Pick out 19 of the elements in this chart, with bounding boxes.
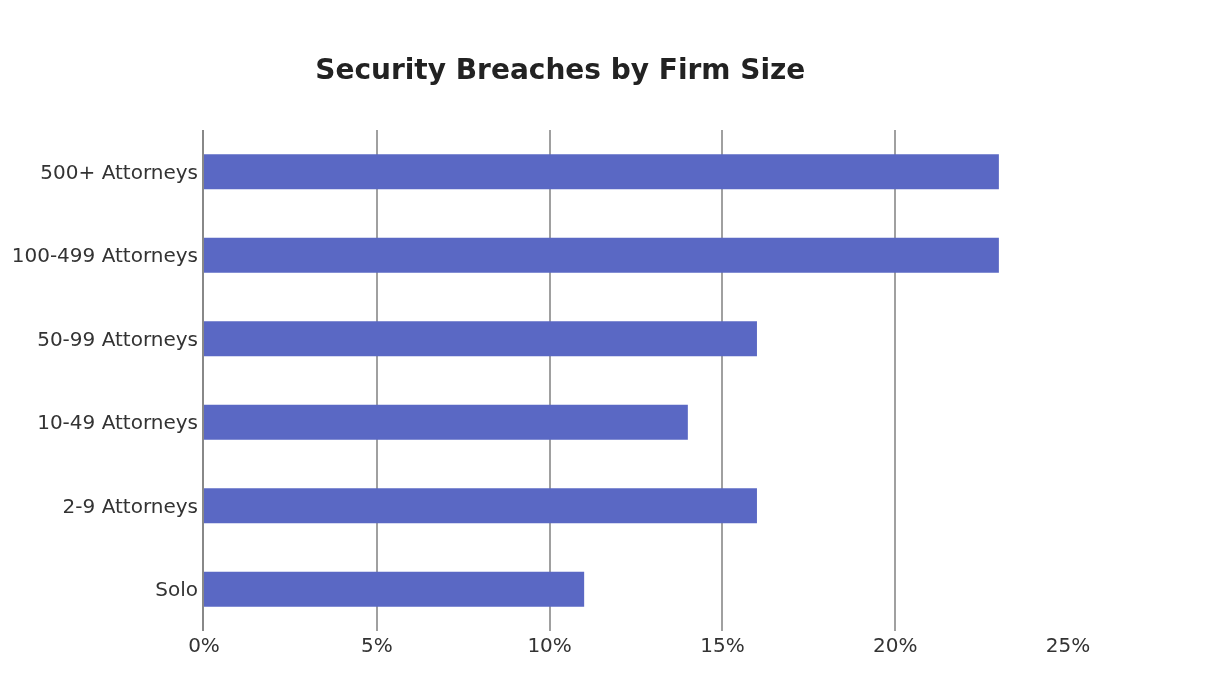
- x-tick-label: 15%: [700, 633, 745, 657]
- y-tick-label: 100-499 Attorneys: [11, 243, 198, 268]
- bar: [204, 321, 757, 357]
- x-tick-label: 10%: [527, 633, 572, 657]
- y-tick-label: 50-99 Attorneys: [37, 326, 198, 351]
- bar: [204, 488, 757, 524]
- bar: [204, 154, 999, 190]
- bar: [204, 571, 585, 607]
- x-tick-label: 5%: [360, 633, 393, 657]
- bar: [204, 404, 688, 440]
- bar: [204, 237, 999, 273]
- y-tick-label: 500+ Attorneys: [40, 159, 198, 184]
- y-tick-label: 2-9 Attorneys: [62, 493, 198, 518]
- y-tick-label: 10-49 Attorneys: [37, 410, 198, 435]
- x-tick-label: 0%: [188, 633, 220, 657]
- x-tick-label: 20%: [872, 633, 918, 657]
- x-tick-label: 25%: [1045, 633, 1091, 657]
- y-tick-label: Solo: [155, 577, 198, 602]
- chart-title: Security Breaches by Firm Size: [315, 52, 806, 86]
